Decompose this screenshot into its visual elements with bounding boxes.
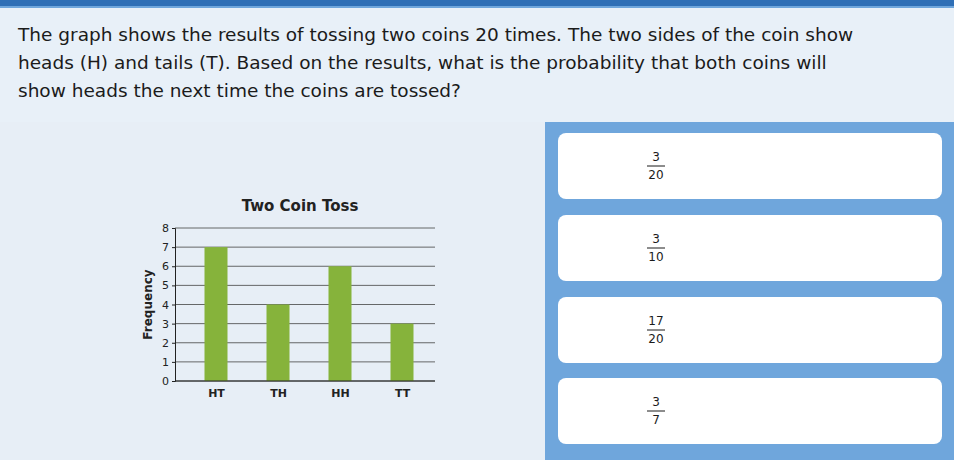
tick: 3 bbox=[162, 318, 175, 331]
tick-mark bbox=[172, 266, 175, 267]
tick-mark bbox=[172, 343, 175, 344]
tick-label: TT bbox=[395, 387, 411, 400]
grid-line bbox=[175, 228, 435, 229]
tick-label: 5 bbox=[162, 279, 169, 292]
bars bbox=[205, 247, 414, 381]
tick-mark bbox=[172, 247, 175, 248]
tick-mark bbox=[172, 324, 175, 325]
tick: TT bbox=[395, 381, 411, 400]
tick-label: 7 bbox=[162, 241, 169, 254]
tick-label: HH bbox=[331, 387, 349, 400]
fraction-bar bbox=[647, 166, 665, 167]
tick-mark bbox=[172, 362, 175, 363]
grid-line bbox=[175, 381, 435, 382]
tick: 6 bbox=[162, 260, 175, 273]
y-axis: 0 1 2 3 4 5 6 7 8 bbox=[162, 222, 176, 388]
axis-line bbox=[172, 229, 176, 382]
answer-choice[interactable]: 37 bbox=[558, 378, 942, 444]
tick-label: TH bbox=[270, 387, 287, 400]
tick-mark bbox=[172, 381, 175, 382]
bar bbox=[267, 305, 290, 382]
tick-label: 8 bbox=[162, 222, 169, 235]
numerator: 3 bbox=[652, 395, 660, 409]
answer-choice[interactable]: 320 bbox=[558, 133, 942, 199]
fraction-bar bbox=[647, 330, 665, 331]
page: The graph shows the results of tossing t… bbox=[0, 0, 954, 460]
denominator: 20 bbox=[648, 168, 663, 182]
answer-choice[interactable]: 310 bbox=[558, 215, 942, 281]
x-axis: HT TH HH TT bbox=[175, 381, 435, 400]
tick-mark bbox=[172, 228, 175, 229]
tick: 7 bbox=[162, 241, 175, 254]
tick: HT bbox=[208, 381, 225, 400]
question-text: heads (H) and tails (T). Based on the re… bbox=[18, 52, 827, 73]
tick-label: 6 bbox=[162, 260, 169, 273]
bar bbox=[205, 247, 228, 381]
choice-box[interactable] bbox=[558, 133, 942, 199]
tick: TH bbox=[270, 381, 287, 400]
tick: 5 bbox=[162, 279, 175, 292]
axis-line bbox=[175, 381, 435, 382]
tick-label: 2 bbox=[162, 337, 169, 350]
choice-box[interactable] bbox=[558, 297, 942, 363]
question-panel bbox=[0, 8, 954, 122]
tick-mark bbox=[172, 285, 175, 286]
question-text: show heads the next time the coins are t… bbox=[18, 80, 461, 101]
chart-panel bbox=[0, 122, 545, 460]
tick-label: 0 bbox=[162, 375, 169, 388]
denominator: 10 bbox=[648, 250, 663, 264]
fraction-bar bbox=[647, 248, 665, 249]
tick: 4 bbox=[162, 299, 175, 312]
fraction-bar bbox=[647, 411, 665, 412]
y-axis-title: Frequency bbox=[141, 269, 155, 339]
numerator: 3 bbox=[652, 150, 660, 164]
grid bbox=[175, 228, 435, 381]
tick: 1 bbox=[162, 356, 175, 369]
tick-label: 3 bbox=[162, 318, 169, 331]
tick-label: HT bbox=[208, 387, 225, 400]
tick-label: 4 bbox=[162, 299, 169, 312]
top-strip bbox=[0, 0, 954, 6]
choice-box[interactable] bbox=[558, 215, 942, 281]
tick: 0 bbox=[162, 375, 175, 388]
denominator: 20 bbox=[648, 332, 663, 346]
tick: 2 bbox=[162, 337, 175, 350]
tick-label: 1 bbox=[162, 356, 169, 369]
numerator: 3 bbox=[652, 232, 660, 246]
answer-choice[interactable]: 1720 bbox=[558, 297, 942, 363]
choice-box[interactable] bbox=[558, 378, 942, 444]
bar bbox=[329, 266, 352, 381]
question-text: The graph shows the results of tossing t… bbox=[17, 24, 853, 45]
numerator: 17 bbox=[648, 314, 663, 328]
bar bbox=[391, 324, 414, 381]
chart-title: Two Coin Toss bbox=[242, 197, 359, 215]
tick: HH bbox=[331, 381, 349, 400]
denominator: 7 bbox=[652, 413, 660, 427]
tick: 8 bbox=[162, 222, 175, 235]
tick-mark bbox=[172, 305, 175, 306]
